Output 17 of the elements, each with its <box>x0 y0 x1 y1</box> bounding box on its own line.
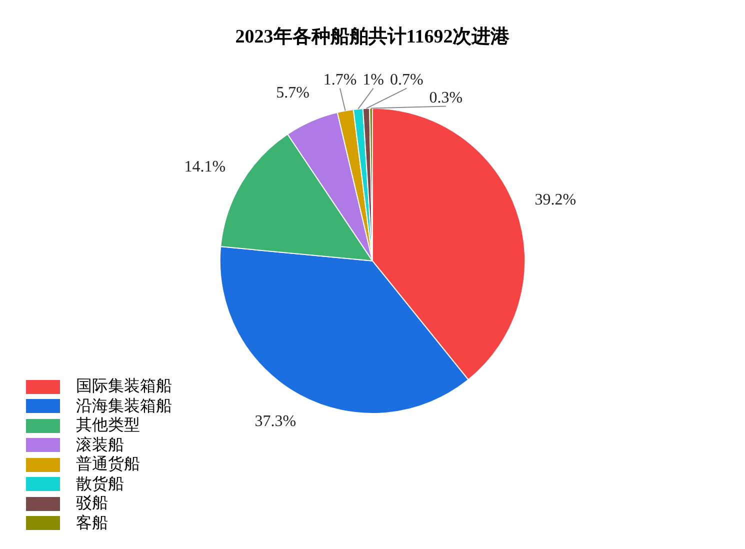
legend-label: 滚装船 <box>76 436 124 455</box>
legend-label: 散货船 <box>76 474 124 494</box>
data-label: 0.7% <box>390 72 424 89</box>
data-label: 39.2% <box>534 191 576 208</box>
legend-label: 普通货船 <box>76 455 140 474</box>
data-label: 1.7% <box>323 72 357 89</box>
legend-label: 国际集装箱船 <box>76 377 172 396</box>
data-label: 1% <box>362 72 384 89</box>
legend-label: 其他类型 <box>76 416 140 436</box>
chart-title: 2023年各种船舶共计11692次进港 <box>235 25 511 48</box>
data-label: 37.3% <box>254 412 296 430</box>
legend-label: 客船 <box>76 514 108 533</box>
data-label: 5.7% <box>276 84 310 102</box>
legend-label: 沿海集装箱船 <box>76 396 172 416</box>
data-label: 14.1% <box>184 158 226 176</box>
data-label: 0.3% <box>429 90 463 107</box>
legend-label: 驳船 <box>76 494 108 514</box>
